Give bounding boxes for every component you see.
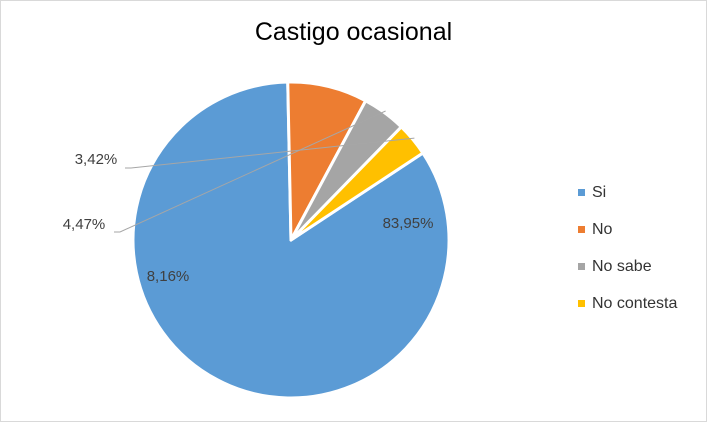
legend-label-no-contesta: No contesta xyxy=(592,294,678,312)
legend-item-no: No xyxy=(578,211,677,248)
legend-label-no-sabe: No sabe xyxy=(592,257,652,275)
chart-title: Castigo ocasional xyxy=(254,18,453,46)
legend-item-si: Si xyxy=(578,174,677,211)
legend: Si No No sabe No contesta xyxy=(578,174,677,322)
leader-line-no-sabe xyxy=(114,110,386,233)
legend-swatch-si xyxy=(578,189,585,196)
data-label-no-sabe: 4,47% xyxy=(63,216,106,233)
legend-swatch-no-sabe xyxy=(578,263,585,270)
legend-label-no: No xyxy=(592,220,613,238)
data-label-si: 83,95% xyxy=(383,215,434,232)
pie-slice-no-contesta xyxy=(289,125,425,242)
legend-label-si: Si xyxy=(592,183,607,201)
data-label-no-contesta: 3,42% xyxy=(75,151,118,168)
legend-item-no-contesta: No contesta xyxy=(578,285,677,322)
legend-swatch-no-contesta xyxy=(578,300,585,307)
legend-swatch-no xyxy=(578,226,585,233)
legend-item-no-sabe: No sabe xyxy=(578,248,677,285)
leader-line-no-contesta xyxy=(125,137,415,169)
data-label-no: 8,16% xyxy=(147,268,190,285)
